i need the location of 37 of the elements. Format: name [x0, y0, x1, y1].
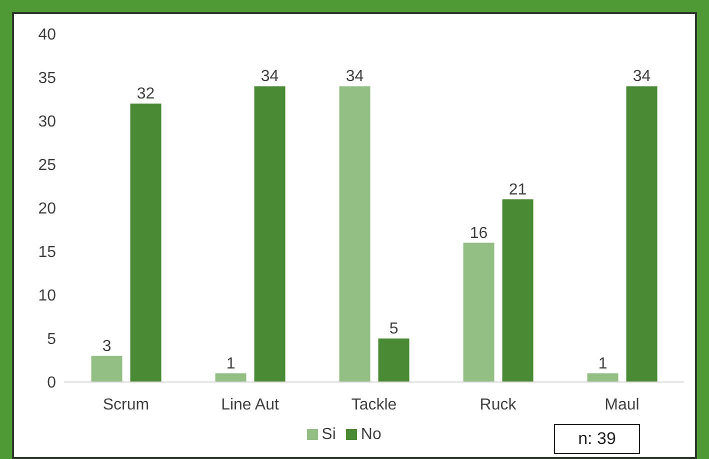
y-tick-label: 20: [38, 200, 56, 218]
bar: [339, 86, 370, 382]
x-tick-label: Maul: [604, 396, 640, 414]
data-label: 1: [598, 355, 608, 372]
x-tick-label: Ruck: [480, 396, 518, 414]
y-tick-label: 15: [38, 244, 56, 262]
bar: [378, 338, 410, 382]
y-tick-label: 0: [47, 374, 56, 392]
legend-label: No: [360, 426, 382, 443]
data-label: 34: [260, 68, 279, 86]
data-label: 16: [470, 224, 488, 242]
x-tick-label: Tackle: [351, 396, 397, 414]
y-tick-label: 25: [38, 157, 56, 174]
x-tick-label: Line Aut: [221, 396, 280, 414]
bar: [130, 104, 162, 382]
y-tick-label: 40: [38, 26, 56, 44]
bar: [254, 86, 286, 382]
y-tick-label: 30: [38, 114, 56, 131]
bar: [91, 356, 122, 382]
data-label: 32: [136, 86, 155, 103]
x-tick-label: Scrum: [102, 396, 150, 414]
data-label: 3: [102, 338, 112, 355]
data-label: 1: [226, 355, 236, 372]
data-label: 21: [508, 181, 527, 198]
bar: [587, 373, 618, 382]
text: n: 39: [554, 424, 640, 454]
y-tick-label: 35: [38, 70, 56, 88]
data-label: 34: [346, 68, 364, 86]
bar: [463, 242, 494, 382]
y-tick-label: 10: [38, 288, 56, 305]
data-label: 5: [389, 320, 398, 338]
bar: [215, 373, 246, 382]
bar: [626, 86, 658, 382]
data-label: 34: [632, 68, 651, 86]
bar: [502, 199, 534, 382]
y-tick-label: 5: [47, 331, 56, 348]
legend-label: Si: [322, 426, 336, 443]
